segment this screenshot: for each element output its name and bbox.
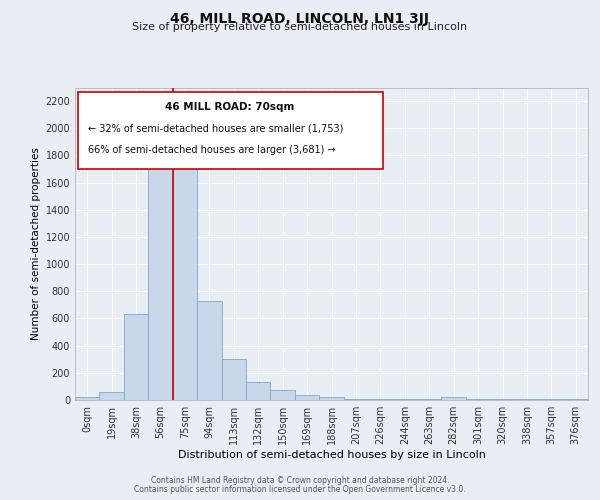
Bar (271, 390, 295, 400)
Bar (197, 301, 221, 400)
Bar (246, 382, 271, 400)
Bar (319, 398, 344, 400)
Text: 66% of semi-detached houses are larger (3,681) →: 66% of semi-detached houses are larger (… (88, 146, 335, 156)
Bar (221, 359, 246, 400)
Text: Contains HM Land Registry data © Crown copyright and database right 2024.: Contains HM Land Registry data © Crown c… (151, 476, 449, 485)
Bar (148, 152, 173, 400)
Bar (344, 398, 368, 400)
Bar (100, 392, 124, 400)
Text: 46 MILL ROAD: 70sqm: 46 MILL ROAD: 70sqm (166, 102, 295, 112)
Bar (75, 398, 100, 400)
FancyBboxPatch shape (77, 92, 383, 169)
Text: Size of property relative to semi-detached houses in Lincoln: Size of property relative to semi-detach… (133, 22, 467, 32)
Text: ← 32% of semi-detached houses are smaller (1,753): ← 32% of semi-detached houses are smalle… (88, 124, 343, 134)
Y-axis label: Number of semi-detached properties: Number of semi-detached properties (31, 148, 41, 340)
Text: Contains public sector information licensed under the Open Government Licence v3: Contains public sector information licen… (134, 485, 466, 494)
Text: 46, MILL ROAD, LINCOLN, LN1 3JJ: 46, MILL ROAD, LINCOLN, LN1 3JJ (170, 12, 430, 26)
X-axis label: Distribution of semi-detached houses by size in Lincoln: Distribution of semi-detached houses by … (178, 450, 485, 460)
Bar (124, 314, 148, 400)
Bar (442, 398, 466, 400)
Bar (173, 166, 197, 400)
Bar (295, 394, 319, 400)
